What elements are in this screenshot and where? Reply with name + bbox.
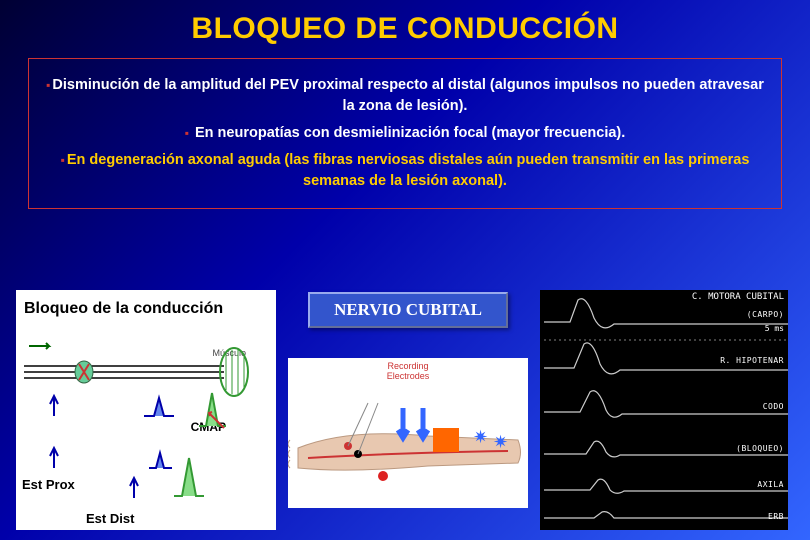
- content-box: ▪Disminución de la amplitud del PEV prox…: [28, 58, 782, 209]
- trace-label-4: (BLOQUEO): [736, 444, 784, 453]
- title-text: BLOQUEO DE CONDUCCIÓN: [191, 12, 618, 45]
- bullet-mark-1: ▪: [46, 78, 50, 92]
- emg-title: C. MOTORA CUBITAL: [692, 292, 784, 302]
- trace-label-5: AXILA: [757, 480, 784, 489]
- ms-label: 5 ms: [765, 324, 784, 333]
- trace-label-1: (CARPO): [747, 310, 784, 319]
- bullet-text-3: En degeneración axonal aguda (las fibras…: [67, 152, 750, 189]
- trace-label-3: CODO: [763, 402, 784, 411]
- bullet-1: ▪Disminución de la amplitud del PEV prox…: [43, 75, 767, 117]
- nerve-svg: [24, 338, 264, 518]
- bullet-text-1: Disminución de la amplitud del PEV proxi…: [52, 77, 763, 114]
- svg-text:✷: ✷: [473, 427, 488, 447]
- nervio-cubital-button[interactable]: NERVIO CUBITAL: [308, 292, 508, 328]
- trace-label-6: ERB: [768, 512, 784, 521]
- emg-traces-panel: C. MOTORA CUBITAL (CARPO) 5 ms R. HIPO: [540, 290, 788, 530]
- nerve-panel: NERVIO CUBITAL Recording Electrodes: [288, 290, 528, 530]
- conduction-block-diagram: Bloqueo de la conducción Músculo CMAP Es…: [16, 290, 276, 530]
- emg-svg: [540, 290, 788, 530]
- bullet-mark-3: ▪: [61, 153, 65, 167]
- slide-title: BLOQUEO DE CONDUCCIÓN: [0, 0, 810, 52]
- svg-text:✷: ✷: [493, 432, 508, 452]
- figures-row: Bloqueo de la conducción Músculo CMAP Es…: [0, 290, 810, 530]
- bullet-2: ▪ En neuropatías con desmielinización fo…: [43, 123, 767, 144]
- arm-diagram: Recording Electrodes ✷ ✷: [288, 358, 528, 508]
- bullet-mark-2: ▪: [185, 126, 189, 140]
- left-panel-title: Bloqueo de la conducción: [24, 300, 268, 318]
- trace-label-2: R. HIPOTENAR: [720, 356, 784, 365]
- bullet-text-2: En neuropatías con desmielinización foca…: [191, 125, 625, 141]
- bullet-3: ▪En degeneración axonal aguda (las fibra…: [43, 150, 767, 192]
- recording-electrodes-label: Recording Electrodes: [387, 362, 430, 382]
